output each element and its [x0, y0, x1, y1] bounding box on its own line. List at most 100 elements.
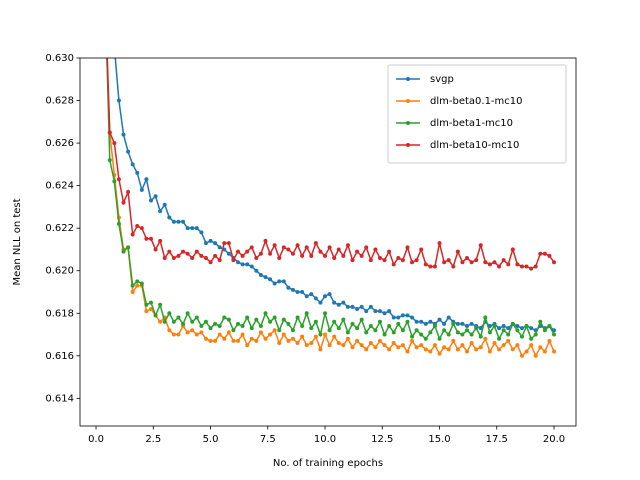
point: [368, 304, 373, 309]
point: [258, 272, 263, 277]
point: [483, 260, 488, 265]
point: [249, 264, 254, 269]
point: [400, 343, 405, 348]
point: [501, 324, 506, 329]
point: [373, 345, 378, 350]
x-tick-label: 20.0: [543, 434, 565, 445]
point: [323, 294, 328, 299]
point: [332, 334, 337, 339]
point: [139, 187, 144, 192]
point: [460, 260, 465, 265]
point: [213, 241, 218, 246]
point: [272, 281, 277, 286]
point: [148, 236, 153, 241]
point: [377, 338, 382, 343]
point: [391, 330, 396, 335]
point: [501, 328, 506, 333]
point: [300, 324, 305, 329]
point: [432, 264, 437, 269]
point: [506, 326, 511, 331]
point: [171, 319, 176, 324]
point: [190, 226, 195, 231]
point: [185, 251, 190, 256]
point: [460, 332, 465, 337]
point: [341, 343, 346, 348]
point: [336, 302, 341, 307]
point: [336, 326, 341, 331]
point: [533, 332, 538, 337]
point: [263, 336, 268, 341]
point: [391, 315, 396, 320]
point: [474, 326, 479, 331]
point: [538, 251, 543, 256]
legend-label: svgp: [430, 74, 454, 85]
point: [304, 245, 309, 250]
point: [410, 334, 415, 339]
x-axis-label: No. of training epochs: [273, 458, 383, 469]
point: [442, 260, 447, 265]
point: [423, 262, 428, 267]
point: [185, 311, 190, 316]
point: [121, 249, 126, 254]
point: [391, 262, 396, 267]
point: [341, 253, 346, 258]
point: [158, 209, 163, 214]
point: [497, 336, 502, 341]
point: [487, 330, 492, 335]
point: [359, 317, 364, 322]
point: [423, 347, 428, 352]
point: [414, 345, 419, 350]
point: [112, 179, 117, 184]
point: [318, 249, 323, 254]
point: [236, 321, 241, 326]
point: [231, 258, 236, 263]
point: [396, 345, 401, 350]
point: [515, 343, 520, 348]
point: [153, 194, 158, 199]
point: [304, 294, 309, 299]
point: [515, 324, 520, 329]
point: [529, 343, 534, 348]
point: [135, 224, 140, 229]
point: [332, 319, 337, 324]
point: [538, 345, 543, 350]
point: [245, 262, 250, 267]
point: [176, 315, 181, 320]
point: [236, 249, 241, 254]
point: [492, 324, 497, 329]
point: [469, 260, 474, 265]
point: [387, 347, 392, 352]
point: [474, 347, 479, 352]
y-tick-label: 0.616: [45, 351, 74, 362]
point: [300, 289, 305, 294]
point: [158, 238, 163, 243]
point: [217, 332, 222, 337]
point: [277, 341, 282, 346]
point: [382, 332, 387, 337]
point: [423, 336, 428, 341]
point: [190, 255, 195, 260]
point: [199, 330, 204, 335]
point: [341, 317, 346, 322]
y-tick-label: 0.624: [45, 181, 74, 192]
point: [258, 330, 263, 335]
point: [240, 262, 245, 267]
point: [162, 202, 167, 207]
point: [139, 281, 144, 286]
point: [455, 249, 460, 254]
point: [327, 292, 332, 297]
point: [506, 338, 511, 343]
point: [382, 311, 387, 316]
point: [268, 277, 273, 282]
point: [313, 319, 318, 324]
point: [162, 255, 167, 260]
point: [167, 215, 172, 220]
plot-area: [106, 58, 557, 358]
point: [368, 341, 373, 346]
point: [519, 264, 524, 269]
point: [181, 249, 186, 254]
point: [327, 245, 332, 250]
point: [281, 245, 286, 250]
point: [497, 347, 502, 352]
point: [286, 321, 291, 326]
